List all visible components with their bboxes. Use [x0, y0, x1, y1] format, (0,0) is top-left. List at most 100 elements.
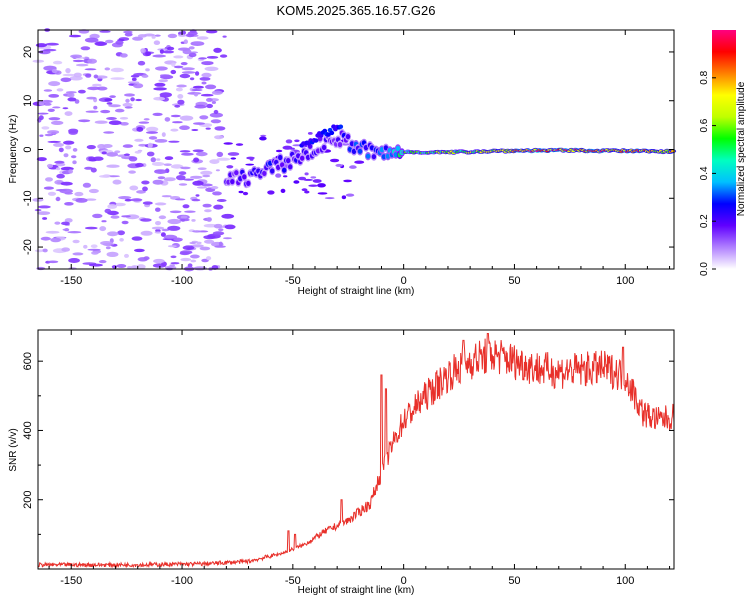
noise-speck	[206, 97, 213, 102]
noise-speck	[86, 96, 97, 100]
noise-speck	[54, 160, 65, 164]
noise-speck	[242, 191, 249, 196]
noise-speck	[177, 94, 184, 99]
noise-speck	[124, 198, 132, 202]
signal-core	[282, 167, 287, 173]
noise-speck	[335, 163, 343, 167]
noise-speck	[167, 225, 181, 231]
noise-speck	[38, 205, 51, 209]
noise-speck	[62, 228, 70, 231]
noise-speck	[124, 106, 133, 109]
noise-speck	[298, 176, 307, 181]
noise-speck	[161, 132, 166, 138]
colorbar-gradient	[712, 30, 736, 269]
noise-speck	[238, 190, 244, 194]
noise-speck	[213, 204, 224, 210]
noise-speck	[213, 109, 219, 114]
noise-speck	[246, 156, 255, 160]
noise-speck	[175, 87, 183, 92]
noise-speck	[135, 98, 143, 102]
noise-speck	[192, 41, 203, 45]
noise-speck	[61, 247, 70, 252]
noise-speck	[209, 112, 223, 118]
noise-speck	[134, 138, 144, 142]
noise-speck	[223, 142, 233, 145]
noise-speck	[196, 36, 209, 40]
x-tick-label: -100	[171, 575, 193, 587]
snr-panel: -150 -100 -50 0 50 100 200 400 600 Height of str…	[8, 329, 675, 596]
noise-speck	[65, 68, 71, 74]
noise-speck	[280, 188, 286, 193]
noise-speck	[152, 179, 164, 185]
noise-speck	[158, 79, 168, 83]
noise-speck	[47, 140, 61, 143]
noise-speck	[153, 258, 165, 264]
noise-speck	[223, 237, 232, 240]
noise-speck	[193, 157, 200, 163]
noise-speck	[104, 98, 113, 102]
noise-speck	[54, 221, 61, 225]
signal-core	[395, 145, 401, 152]
noise-speck	[59, 188, 73, 194]
noise-speck	[40, 99, 53, 104]
y-tick-label: -20	[22, 239, 34, 255]
noise-speck	[128, 156, 138, 162]
colorbar-label: Normalized spectral amplitude	[736, 81, 747, 216]
noise-speck	[120, 122, 129, 126]
noise-speck	[91, 251, 99, 255]
noise-speck	[124, 253, 129, 258]
noise-speck	[192, 230, 202, 233]
noise-speck	[172, 121, 183, 124]
noise-speck	[180, 257, 192, 262]
noise-speck	[158, 215, 167, 220]
noise-speck	[167, 46, 175, 51]
noise-speck	[308, 184, 319, 187]
noise-speck	[106, 251, 119, 257]
noise-speck	[145, 68, 150, 72]
noise-speck	[115, 40, 124, 45]
spectrogram-xlabel: Height of straight line (km)	[298, 286, 415, 297]
noise-speck	[216, 157, 231, 161]
y-tick-label: 20	[22, 46, 34, 58]
noise-speck	[70, 54, 83, 59]
noise-speck	[114, 150, 121, 154]
noise-speck	[218, 228, 224, 232]
noise-speck	[235, 143, 244, 146]
noise-speck	[312, 179, 322, 183]
noise-speck	[162, 50, 175, 54]
x-tick-label: -150	[60, 575, 82, 587]
noise-speck	[294, 139, 300, 143]
noise-speck	[179, 125, 190, 130]
spectrogram-marks	[32, 28, 677, 272]
noise-speck	[202, 203, 212, 208]
noise-speck	[354, 160, 365, 164]
noise-speck	[168, 140, 180, 143]
signal-core	[246, 180, 251, 186]
noise-speck	[106, 117, 117, 120]
noise-speck	[108, 104, 121, 108]
signal-core	[371, 154, 377, 160]
noise-speck	[199, 115, 209, 120]
x-tick-label: 50	[508, 575, 520, 587]
noise-speck	[136, 264, 146, 270]
noise-speck	[199, 246, 211, 251]
noise-speck	[190, 175, 203, 179]
signal-core	[300, 155, 305, 161]
noise-speck	[106, 152, 119, 157]
noise-speck	[206, 56, 219, 59]
noise-speck	[141, 74, 149, 78]
noise-speck	[303, 178, 314, 181]
noise-speck	[101, 151, 107, 155]
noise-speck	[153, 87, 167, 91]
noise-speck	[37, 112, 49, 115]
noise-speck	[148, 136, 158, 140]
noise-speck	[98, 260, 107, 264]
x-tick-label: -150	[60, 275, 82, 287]
noise-speck	[100, 109, 111, 114]
noise-speck	[324, 197, 335, 200]
noise-speck	[192, 149, 204, 153]
noise-speck	[87, 58, 97, 64]
noise-speck	[128, 170, 136, 174]
noise-speck	[218, 241, 223, 247]
